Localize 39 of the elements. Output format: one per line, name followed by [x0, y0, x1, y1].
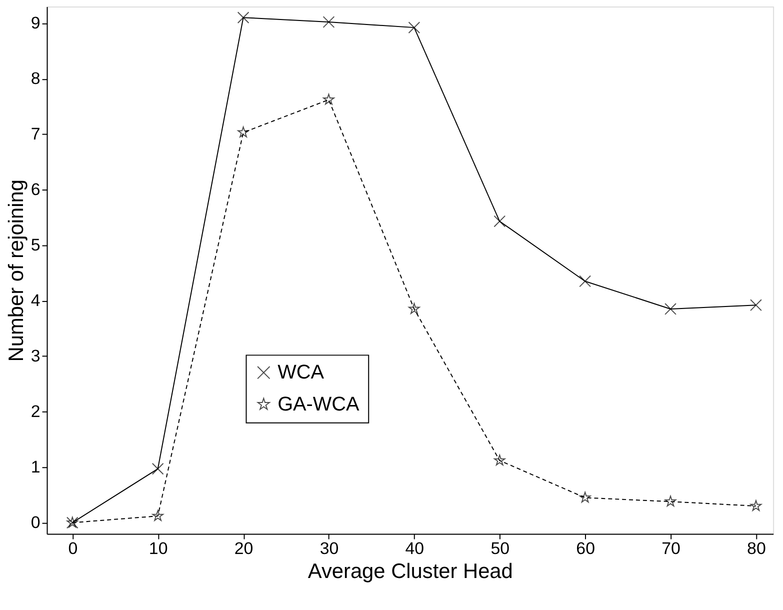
y-tick-label: 4 [30, 291, 40, 310]
legend-label: GA-WCA [278, 393, 360, 416]
point [579, 275, 592, 288]
point [152, 462, 164, 475]
y-tick-label: 3 [30, 346, 40, 366]
y-tick-label: 5 [30, 236, 40, 255]
point [494, 454, 506, 466]
y-tick-label: 7 [30, 124, 40, 144]
y-tick-label: 9 [30, 14, 40, 33]
point [579, 492, 591, 503]
point [408, 303, 420, 314]
x-tick-label: 40 [405, 539, 424, 558]
y-tick-label: 2 [30, 402, 40, 422]
point [237, 12, 250, 24]
x-axis-title: Average Cluster Head [308, 560, 513, 584]
y-tick-label: 8 [30, 69, 40, 88]
point [323, 94, 334, 105]
point [408, 22, 420, 34]
y-axis-title: Number of rejoining [4, 180, 28, 362]
point [750, 299, 762, 312]
x-tick-label: 0 [68, 539, 78, 558]
point [750, 500, 762, 511]
point [152, 510, 164, 521]
y-tick-label: 0 [30, 513, 40, 532]
x-tick-label: 20 [234, 539, 254, 558]
legend-label: WCA [278, 362, 325, 384]
x-tick-label: 60 [576, 539, 595, 558]
x-tick-label: 30 [320, 539, 339, 558]
y-tick-label: 1 [30, 458, 40, 477]
point [664, 303, 676, 315]
x-tick-label: 50 [490, 539, 510, 558]
point [322, 16, 335, 28]
x-tick-label: 10 [148, 539, 168, 558]
point [494, 215, 506, 228]
point [238, 126, 249, 138]
x-tick-label: 80 [747, 539, 766, 558]
x-tick-label: 70 [662, 539, 680, 558]
point [664, 496, 676, 506]
y-tick-label: 6 [30, 180, 40, 200]
